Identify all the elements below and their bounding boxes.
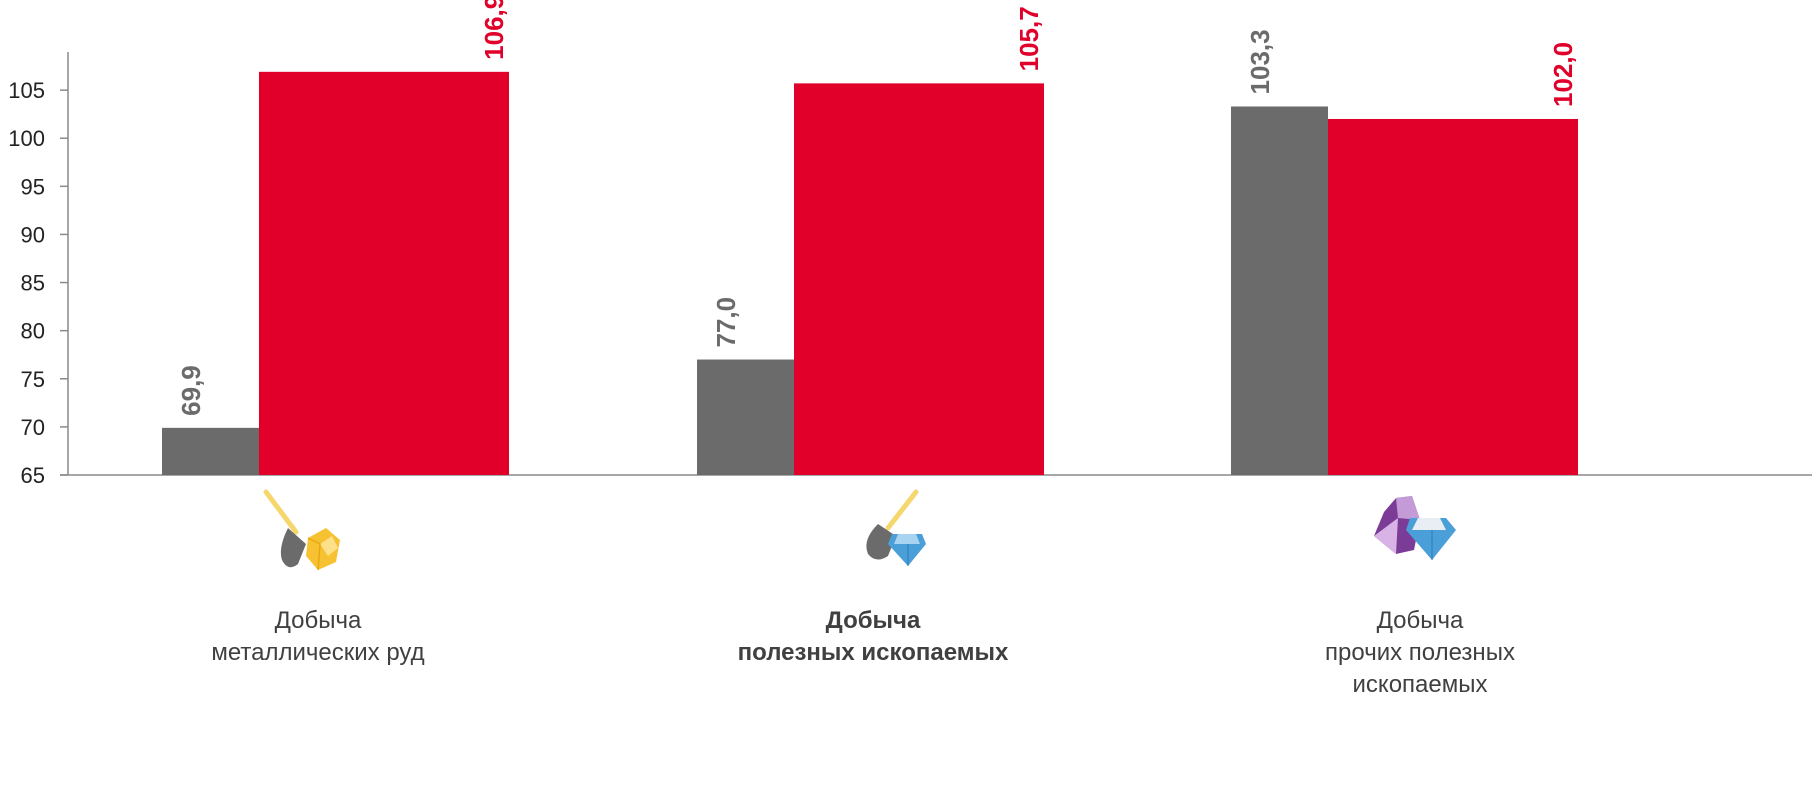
category-label-1: Добыча металлических руд [138,605,498,669]
category-label-line: полезных ископаемых [737,639,1009,666]
y-tick-label: 95 [21,174,45,199]
category-label-line: прочих полезных [1325,639,1515,666]
category-label-line: Добыча [1376,607,1464,634]
bar-series-1-cat-1 [162,427,259,475]
data-label-series-2-cat-2: 105,7 [1014,6,1044,71]
category-label-3: Добыча прочих полезных ископаемых [1240,605,1600,701]
shovel-gold-ore-icon [263,489,340,571]
y-tick-label: 100 [8,126,45,151]
category-label-2: Добыча полезных ископаемых [693,605,1053,669]
y-tick-label: 105 [8,78,45,103]
data-label-series-1-cat-2: 77,0 [711,297,741,348]
y-tick-label: 85 [21,271,45,296]
y-tick-label: 70 [21,415,45,440]
y-tick-label: 65 [21,463,45,488]
y-tick-label: 80 [21,319,45,344]
category-label-line: ископаемых [1352,671,1488,698]
bar-series-1-cat-2 [697,359,794,475]
data-label-series-2-cat-1: 106,9 [479,0,509,60]
bars [162,71,1578,476]
bar-series-2-cat-1 [259,71,509,475]
data-label-series-1-cat-3: 103,3 [1245,29,1275,94]
data-labels: 69,9 77,0 103,3 106,9 105,7 102,0 [176,0,1578,416]
gems-icon [1374,496,1456,560]
shovel-diamond-icon [866,489,926,566]
y-tick-label: 90 [21,222,45,247]
category-label-line: Добыча [825,607,921,634]
y-tick-label: 75 [21,367,45,392]
category-label-line: металлических руд [211,639,425,666]
data-label-series-1-cat-1: 69,9 [176,365,206,416]
bar-series-2-cat-3 [1328,118,1578,475]
bar-series-2-cat-2 [794,83,1044,476]
category-label-line: Добыча [274,607,362,634]
data-label-series-2-cat-3: 102,0 [1548,42,1578,107]
category-icons [263,489,1456,571]
bar-series-1-cat-3 [1231,106,1328,476]
